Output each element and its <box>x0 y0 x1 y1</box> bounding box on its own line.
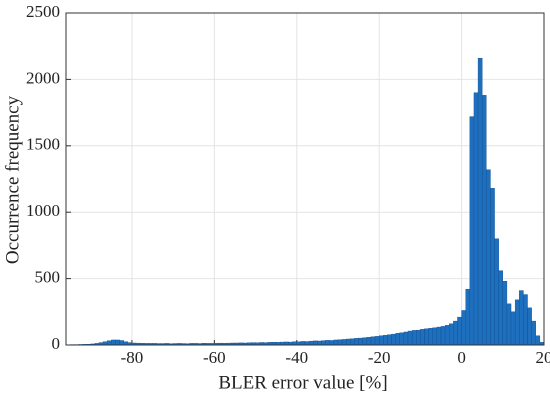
y-tick-label: 2000 <box>26 68 60 87</box>
bar <box>358 337 363 346</box>
bar <box>506 303 512 346</box>
bar <box>457 316 462 346</box>
bar <box>461 310 466 346</box>
bar <box>428 328 433 346</box>
bar <box>473 92 479 346</box>
bar <box>333 339 339 346</box>
x-axis-label: BLER error value [%] <box>218 372 387 393</box>
bar <box>341 339 347 346</box>
bar <box>383 335 388 346</box>
bar <box>317 340 322 346</box>
bar <box>115 339 120 346</box>
bar <box>490 188 495 346</box>
bar <box>523 294 528 346</box>
bar <box>449 323 454 346</box>
y-tick-label: 0 <box>52 334 61 353</box>
bar <box>519 290 524 346</box>
bar <box>346 338 351 346</box>
bar <box>354 338 359 346</box>
bar <box>300 341 306 346</box>
bar <box>535 335 541 346</box>
x-tick-label: -20 <box>368 348 391 367</box>
bar <box>308 340 314 346</box>
bar <box>444 325 450 346</box>
bar <box>329 340 335 346</box>
bar <box>350 338 355 346</box>
bar <box>481 95 487 346</box>
bar <box>387 334 392 346</box>
bar <box>494 238 499 346</box>
bar <box>395 333 400 346</box>
bar <box>403 331 409 346</box>
bar <box>304 341 310 346</box>
bar <box>321 340 326 346</box>
bar <box>325 340 330 346</box>
bar <box>391 333 396 346</box>
bar <box>366 337 372 346</box>
bar <box>432 327 438 346</box>
bar <box>107 340 112 346</box>
y-tick-label: 1500 <box>26 135 60 154</box>
bar <box>337 339 343 346</box>
bar <box>370 336 376 346</box>
bar <box>362 337 368 346</box>
bar <box>436 326 442 346</box>
bar <box>420 329 425 346</box>
bar <box>424 328 429 346</box>
bar <box>411 330 417 346</box>
x-tick-label: 0 <box>457 348 466 367</box>
x-tick-label: -40 <box>285 348 308 367</box>
bar <box>378 335 384 346</box>
bar <box>111 339 116 346</box>
x-tick-label: -80 <box>121 348 144 367</box>
bar <box>527 307 532 346</box>
y-tick-label: 500 <box>35 268 61 287</box>
y-axis-label: Occurrence frequency <box>2 95 23 264</box>
plot-frame <box>65 12 545 346</box>
bar <box>469 116 475 346</box>
bar <box>514 299 520 346</box>
bar <box>374 336 380 346</box>
bar <box>477 57 483 346</box>
bar <box>502 281 508 346</box>
bar <box>486 169 491 346</box>
bar <box>440 326 446 346</box>
y-tick-label: 1000 <box>26 201 60 220</box>
x-tick-label: 20 <box>536 348 550 367</box>
bar <box>119 340 124 346</box>
bar <box>498 270 503 346</box>
bar <box>407 330 413 346</box>
bar <box>531 320 536 346</box>
x-tick-label: -60 <box>203 348 226 367</box>
bar <box>510 311 516 346</box>
bar <box>465 289 471 346</box>
bar <box>399 332 405 346</box>
y-tick-label: 2500 <box>26 2 60 21</box>
bar <box>416 329 421 346</box>
bar <box>313 340 318 346</box>
bar <box>453 320 458 346</box>
